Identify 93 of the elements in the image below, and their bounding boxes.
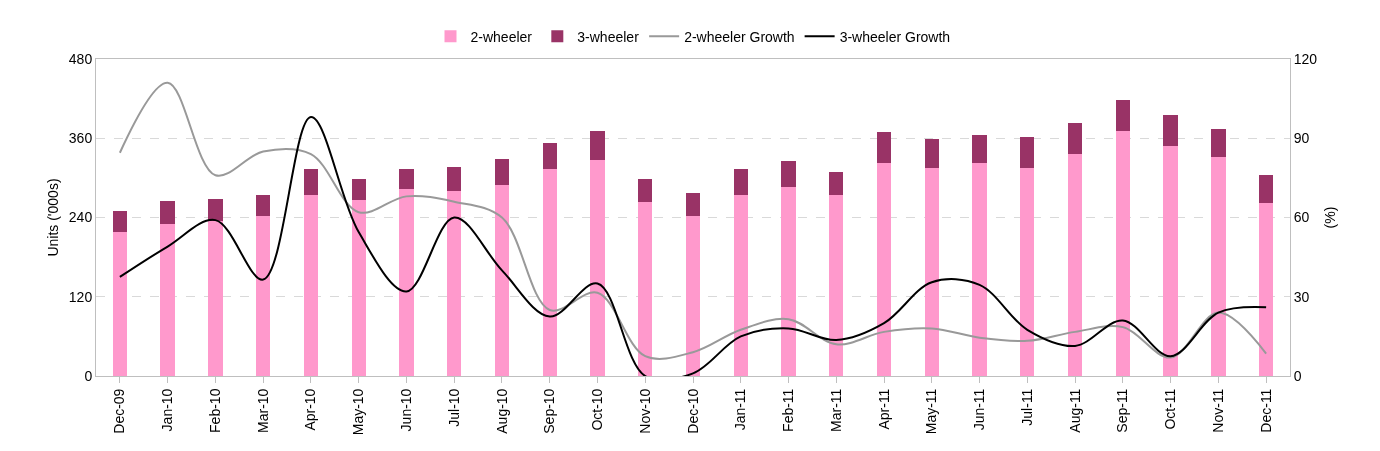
bar xyxy=(876,132,892,164)
bar xyxy=(1258,202,1274,376)
bar xyxy=(1067,154,1083,376)
x-tick-label: Jun-11 xyxy=(971,388,988,431)
y2-tick-label: 30 xyxy=(1293,288,1310,305)
bar xyxy=(1163,115,1178,147)
y2-tick-label: 60 xyxy=(1293,209,1310,226)
legend-label: 2-wheeler Growth xyxy=(684,28,795,45)
bar xyxy=(876,163,892,376)
bar xyxy=(447,191,462,376)
x-tick-label: Nov-11 xyxy=(1209,388,1226,433)
x-tick-label: Dec-10 xyxy=(684,388,701,434)
x-tick-label: Apr-11 xyxy=(875,388,892,430)
bar xyxy=(1020,167,1035,376)
bar xyxy=(829,171,844,196)
y-axis-title: Units ('000s) xyxy=(45,178,61,257)
bar xyxy=(781,187,796,376)
x-tick-label: Dec-11 xyxy=(1257,388,1274,433)
bar xyxy=(972,163,987,376)
bar xyxy=(160,200,175,225)
x-tick-label: Apr-10 xyxy=(302,388,319,431)
bar xyxy=(160,224,175,376)
bar xyxy=(1067,123,1083,155)
bar xyxy=(208,199,223,221)
bar xyxy=(781,161,796,188)
x-tick-label: Mar-11 xyxy=(827,388,844,432)
x-tick-label: Jun-10 xyxy=(397,388,414,432)
bar xyxy=(351,200,366,376)
x-tick-label: Nov-10 xyxy=(636,388,653,434)
x-tick-label: Jan-11 xyxy=(732,388,749,431)
bar xyxy=(256,216,271,376)
bar xyxy=(494,185,510,376)
y2-tick-label: 0 xyxy=(1293,367,1302,384)
x-tick-label: Oct-10 xyxy=(589,388,606,431)
bar xyxy=(590,130,605,161)
legend-label: 2-wheeler xyxy=(470,28,533,45)
bar xyxy=(829,195,844,376)
y-tick-label: 0 xyxy=(84,367,93,384)
x-tick-label: Mar-10 xyxy=(254,388,271,433)
bar xyxy=(494,158,510,186)
bar xyxy=(1115,130,1130,376)
line-series xyxy=(118,116,1268,376)
bar xyxy=(303,195,319,376)
x-tick-label: Feb-11 xyxy=(780,388,797,432)
bar xyxy=(733,169,748,196)
y-tick-label: 240 xyxy=(68,209,93,226)
bar xyxy=(924,138,939,168)
bar xyxy=(1211,157,1226,376)
bar xyxy=(638,179,653,203)
x-tick-label: Jul-11 xyxy=(1018,388,1035,426)
x-tick-label: Sep-10 xyxy=(541,388,558,434)
x-tick-label: May-11 xyxy=(923,388,940,435)
bar xyxy=(685,216,701,376)
y2-axis-title: (%) xyxy=(1322,206,1338,229)
bar xyxy=(399,189,414,376)
line-series xyxy=(118,81,1268,360)
x-tick-label: Jul-10 xyxy=(445,388,462,427)
bar xyxy=(208,220,223,376)
bar xyxy=(972,134,987,164)
bar xyxy=(112,210,128,233)
x-tick-label: Jan-10 xyxy=(159,388,176,432)
bar xyxy=(112,232,128,376)
x-tick-label: Oct-11 xyxy=(1162,388,1179,430)
y2-tick-label: 90 xyxy=(1293,130,1310,147)
bar xyxy=(542,142,557,170)
bar xyxy=(1020,136,1035,168)
bar xyxy=(924,167,939,376)
bar xyxy=(399,169,414,190)
bar xyxy=(447,167,462,192)
bar xyxy=(1163,146,1178,376)
bar xyxy=(638,202,653,376)
bar xyxy=(1258,175,1274,203)
bar xyxy=(351,179,366,201)
bar xyxy=(1115,99,1130,131)
bar xyxy=(303,169,319,196)
x-tick-label: Sep-11 xyxy=(1114,388,1131,433)
x-tick-label: May-10 xyxy=(350,388,367,436)
bar xyxy=(256,195,271,217)
x-tick-label: Feb-10 xyxy=(206,388,223,433)
bar xyxy=(590,160,605,376)
y2-tick-label: 120 xyxy=(1293,50,1318,67)
x-tick-label: Dec-09 xyxy=(111,388,128,434)
legend-label: 3-wheeler Growth xyxy=(839,28,951,45)
bar xyxy=(733,195,748,376)
bar xyxy=(685,193,701,217)
y-tick-label: 120 xyxy=(68,288,93,305)
bar xyxy=(542,169,557,376)
y-tick-label: 480 xyxy=(68,50,93,67)
x-tick-label: Aug-11 xyxy=(1066,388,1083,433)
y-tick-label: 360 xyxy=(68,130,93,147)
x-tick-label: Aug-10 xyxy=(493,388,510,434)
legend-label: 3-wheeler xyxy=(577,28,640,45)
bar xyxy=(1211,129,1226,158)
